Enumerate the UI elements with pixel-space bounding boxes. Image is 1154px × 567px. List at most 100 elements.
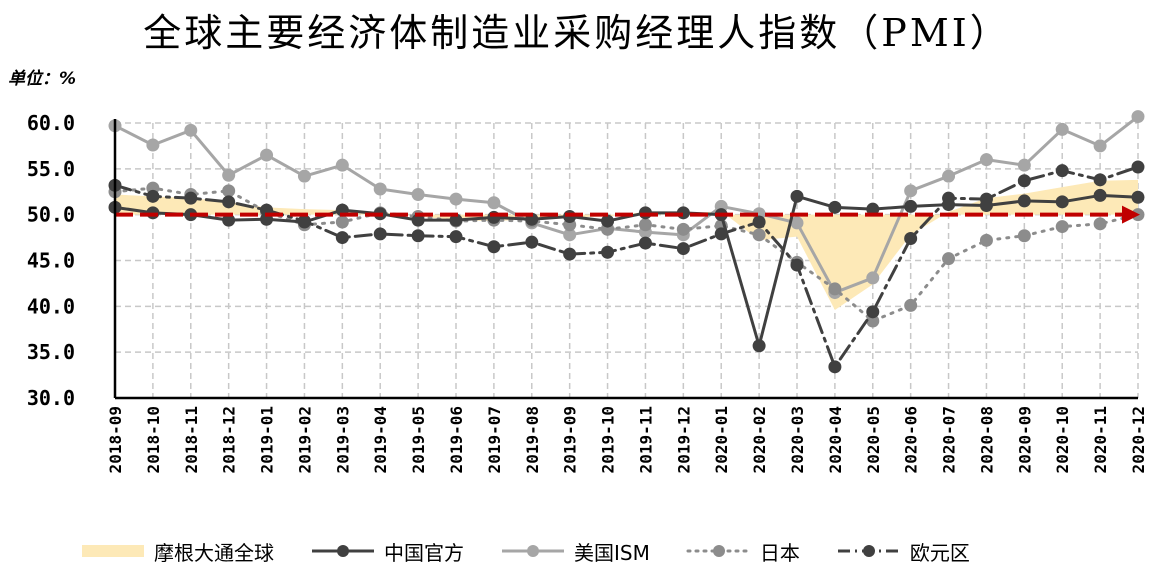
unit-label: 单位：% <box>8 69 77 89</box>
x-tick-label: 2020-10 <box>1053 406 1072 473</box>
x-tick-label: 2020-07 <box>940 406 959 473</box>
x-tick-label: 2019-10 <box>599 406 618 473</box>
point-us <box>563 228 577 242</box>
legend-item-japan: 日本 <box>686 537 800 566</box>
point-china <box>904 199 918 213</box>
point-euro <box>1131 160 1145 174</box>
point-japan <box>1055 220 1069 234</box>
point-euro <box>638 236 652 250</box>
x-tick-label: 2018-09 <box>106 406 125 473</box>
point-china <box>411 213 425 227</box>
pmi-line-chart: 60.0 55.0 50.0 45.0 40.0 35.0 30.0 2018-09 2018-… <box>27 110 1148 473</box>
legend-item-jpm: 摩根大通全球 <box>80 537 274 566</box>
point-us <box>979 153 993 167</box>
point-china <box>1055 195 1069 209</box>
x-tick-label: 2019-09 <box>561 406 580 473</box>
point-euro <box>373 227 387 241</box>
point-us <box>942 169 956 183</box>
point-japan <box>1017 229 1031 243</box>
point-us <box>297 169 311 183</box>
legend-label-china: 中国官方 <box>384 540 464 565</box>
point-euro <box>828 360 842 374</box>
point-japan <box>222 184 236 198</box>
legend-item-us: 美国ISM <box>500 537 650 566</box>
series-line-us <box>114 115 1139 295</box>
point-us <box>335 158 349 172</box>
x-tick-label: 2019-04 <box>371 406 390 473</box>
point-euro <box>904 232 918 245</box>
x-tick-label: 2019-11 <box>636 406 655 473</box>
x-tick-label: 2020-05 <box>864 406 883 473</box>
point-japan <box>904 298 918 312</box>
point-us <box>184 123 198 137</box>
point-us <box>790 216 804 230</box>
point-euro <box>1093 173 1107 187</box>
x-tick-label: 2019-01 <box>258 406 277 473</box>
x-tick-label: 2019-02 <box>295 406 314 473</box>
point-japan <box>866 314 880 328</box>
point-euro <box>866 305 880 319</box>
x-tick-label: 2020-09 <box>1015 406 1034 473</box>
point-japan <box>828 282 842 296</box>
point-euro <box>563 247 577 261</box>
point-china <box>828 200 842 214</box>
legend-item-euro: 欧元区 <box>836 537 970 566</box>
point-euro <box>449 230 463 244</box>
legend-swatch-euro <box>837 545 900 557</box>
point-japan <box>752 228 766 242</box>
point-china <box>297 215 311 229</box>
point-us <box>866 271 880 285</box>
point-japan <box>676 222 690 236</box>
point-us <box>449 192 463 206</box>
point-us <box>373 182 387 196</box>
legend-swatch-japan <box>686 545 752 557</box>
point-china <box>1017 194 1031 208</box>
point-euro <box>1017 174 1031 188</box>
point-us <box>1093 139 1107 153</box>
x-tick-label: 2018-11 <box>182 406 201 473</box>
threshold-arrowhead <box>1122 205 1140 224</box>
point-euro <box>146 189 160 203</box>
y-tick-label: 55.0 <box>27 157 75 181</box>
point-us <box>222 168 236 182</box>
point-us <box>487 196 501 210</box>
point-us <box>1055 122 1069 136</box>
x-tick-label: 2020-08 <box>977 406 996 473</box>
legend-label-euro: 欧元区 <box>909 540 970 565</box>
x-tick-label: 2019-12 <box>674 406 693 473</box>
point-euro <box>752 215 766 229</box>
point-euro <box>1055 164 1069 178</box>
chart-legend: 摩根大通全球 中国官方 美国ISM 日本 欧元区 <box>80 537 1006 566</box>
point-china <box>979 199 993 212</box>
x-tick-label: 2019-07 <box>485 406 504 473</box>
point-euro <box>411 229 425 243</box>
series-line-japan <box>113 186 1140 323</box>
point-us <box>146 138 160 152</box>
legend-swatch-us <box>502 545 564 557</box>
point-china <box>866 202 880 216</box>
point-china <box>449 213 463 227</box>
legend-label-us: 美国ISM <box>574 540 650 565</box>
point-euro <box>184 191 198 205</box>
point-china <box>222 213 236 227</box>
point-china <box>752 339 766 353</box>
x-tick-label: 2019-06 <box>447 406 466 473</box>
point-japan <box>942 252 956 266</box>
point-euro <box>222 195 236 209</box>
legend-swatch-china <box>312 545 374 557</box>
point-japan <box>979 233 993 247</box>
y-tick-label: 50.0 <box>27 203 75 227</box>
point-us <box>411 188 425 201</box>
point-japan <box>638 218 652 232</box>
point-china <box>1093 188 1107 202</box>
x-tick-label: 2020-01 <box>712 406 731 473</box>
point-euro <box>335 231 349 245</box>
point-china <box>790 189 804 203</box>
x-tick-label: 2020-02 <box>750 406 769 473</box>
point-japan <box>335 215 349 229</box>
y-tick-label: 45.0 <box>27 249 75 273</box>
x-tick-label: 2019-03 <box>333 406 352 473</box>
x-tick-label: 2018-10 <box>144 406 163 473</box>
x-tick-label: 2019-05 <box>409 406 428 473</box>
legend-label-japan: 日本 <box>759 540 800 565</box>
